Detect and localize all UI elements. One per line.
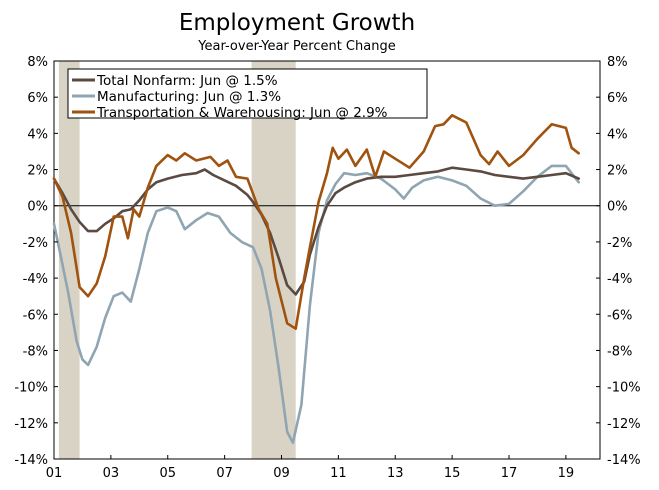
legend-entry-label: Transportation & Warehousing: Jun @ 2.9%: [96, 105, 388, 121]
legend: Total Nonfarm: Jun @ 1.5%Manufacturing: …: [67, 68, 428, 121]
x-tick-label: 07: [216, 466, 233, 481]
recession-band-0: [58, 61, 80, 459]
y-left-tick-label: 8%: [27, 55, 48, 70]
legend-entry-label: Manufacturing: Jun @ 1.3%: [97, 89, 281, 105]
y-right-tick-label: 0%: [607, 200, 628, 215]
y-right-tick-label: -12%: [607, 417, 641, 432]
y-right-tick-label: -8%: [607, 344, 632, 359]
chart-title: Employment Growth: [179, 10, 415, 36]
x-axis: 01 03 05 07 09 11 13 15 17 19: [46, 455, 574, 481]
series-line-transportation-warehousing: [52, 114, 580, 330]
series-line-total-nonfarm: [52, 166, 580, 296]
x-tick-label: 19: [558, 466, 575, 481]
series-lines-group: [52, 114, 580, 444]
y-left-tick-label: 2%: [27, 164, 48, 179]
y-right-tick-label: 8%: [607, 55, 628, 70]
y-left-tick-label: 4%: [27, 127, 48, 142]
right-y-axis: 8% 6% 4% 2% 0% -2% -4% -6% -8% -10% -12% -14%: [596, 55, 641, 468]
y-left-tick-label: -4%: [23, 272, 48, 287]
left-y-axis: 8% 6% 4% 2% 0% -2% -4% -6% -8% -10% -12% -14%: [14, 55, 58, 468]
x-tick-label: 15: [444, 466, 461, 481]
y-right-tick-label: -14%: [607, 453, 641, 468]
x-tick-label: 05: [159, 466, 176, 481]
y-left-tick-label: -12%: [14, 417, 48, 432]
y-right-tick-label: 4%: [607, 127, 628, 142]
y-right-tick-label: -10%: [607, 381, 641, 396]
y-left-tick-label: -10%: [14, 381, 48, 396]
y-left-tick-label: -6%: [23, 308, 48, 323]
x-tick-label: 11: [330, 466, 347, 481]
y-right-tick-label: 2%: [607, 164, 628, 179]
chart-subtitle: Year-over-Year Percent Change: [197, 39, 395, 54]
plot-frame: [53, 60, 601, 460]
y-right-tick-label: 6%: [607, 91, 628, 106]
y-right-tick-label: -6%: [607, 308, 632, 323]
y-left-tick-label: 0%: [27, 200, 48, 215]
legend-entry-label: Total Nonfarm: Jun @ 1.5%: [96, 73, 278, 89]
series-line-manufacturing: [52, 164, 580, 444]
y-left-tick-label: 6%: [27, 91, 48, 106]
y-right-tick-label: -4%: [607, 272, 632, 287]
legend-box: [67, 68, 428, 119]
y-left-tick-label: -2%: [23, 236, 48, 251]
x-tick-label: 17: [501, 466, 518, 481]
x-tick-label: 01: [46, 466, 63, 481]
x-tick-label: 13: [387, 466, 404, 481]
x-tick-label: 09: [273, 466, 290, 481]
x-tick-label: 03: [103, 466, 120, 481]
y-right-tick-label: -2%: [607, 236, 632, 251]
y-left-tick-label: -8%: [23, 344, 48, 359]
y-left-tick-label: -14%: [14, 453, 48, 468]
